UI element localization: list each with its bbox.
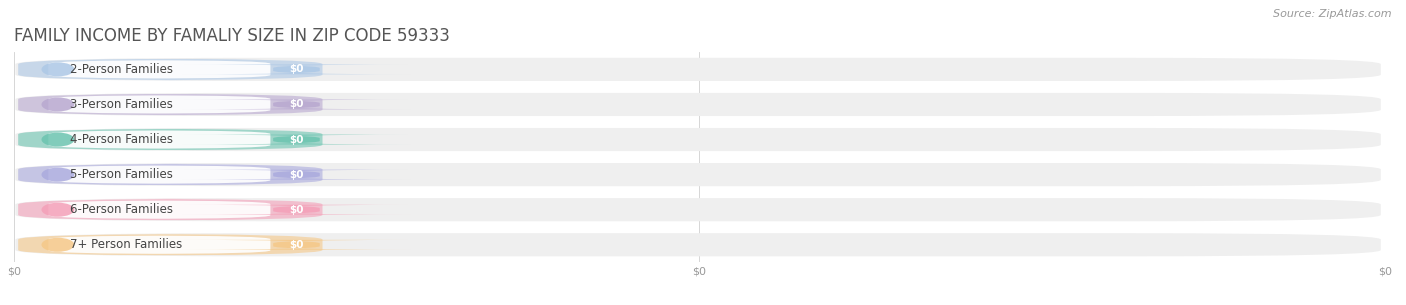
Ellipse shape bbox=[42, 168, 75, 182]
Text: 5-Person Families: 5-Person Families bbox=[70, 168, 173, 181]
FancyBboxPatch shape bbox=[48, 60, 270, 78]
Text: 7+ Person Families: 7+ Person Families bbox=[70, 238, 183, 251]
Text: $0: $0 bbox=[290, 64, 304, 74]
FancyBboxPatch shape bbox=[48, 131, 270, 149]
FancyBboxPatch shape bbox=[183, 135, 411, 145]
Ellipse shape bbox=[42, 63, 75, 77]
FancyBboxPatch shape bbox=[48, 166, 270, 184]
FancyBboxPatch shape bbox=[183, 170, 411, 180]
FancyBboxPatch shape bbox=[18, 59, 322, 80]
FancyBboxPatch shape bbox=[18, 164, 322, 185]
FancyBboxPatch shape bbox=[15, 58, 1381, 81]
FancyBboxPatch shape bbox=[15, 198, 1381, 221]
FancyBboxPatch shape bbox=[48, 236, 270, 254]
Text: $0: $0 bbox=[290, 170, 304, 180]
Text: $0: $0 bbox=[290, 205, 304, 215]
FancyBboxPatch shape bbox=[183, 240, 411, 250]
Text: FAMILY INCOME BY FAMALIY SIZE IN ZIP CODE 59333: FAMILY INCOME BY FAMALIY SIZE IN ZIP COD… bbox=[14, 27, 450, 45]
Text: $0: $0 bbox=[290, 99, 304, 109]
FancyBboxPatch shape bbox=[15, 128, 1381, 151]
FancyBboxPatch shape bbox=[48, 201, 270, 219]
Ellipse shape bbox=[42, 203, 75, 217]
FancyBboxPatch shape bbox=[15, 93, 1381, 116]
FancyBboxPatch shape bbox=[18, 129, 322, 150]
FancyBboxPatch shape bbox=[18, 199, 322, 221]
FancyBboxPatch shape bbox=[15, 163, 1381, 186]
FancyBboxPatch shape bbox=[48, 95, 270, 113]
Ellipse shape bbox=[42, 98, 75, 112]
FancyBboxPatch shape bbox=[183, 64, 411, 74]
Text: $0: $0 bbox=[290, 135, 304, 145]
Text: Source: ZipAtlas.com: Source: ZipAtlas.com bbox=[1274, 9, 1392, 19]
Text: 2-Person Families: 2-Person Families bbox=[70, 63, 173, 76]
Text: $0: $0 bbox=[290, 240, 304, 250]
Text: 6-Person Families: 6-Person Families bbox=[70, 203, 173, 216]
FancyBboxPatch shape bbox=[183, 99, 411, 109]
FancyBboxPatch shape bbox=[15, 233, 1381, 256]
FancyBboxPatch shape bbox=[183, 205, 411, 215]
FancyBboxPatch shape bbox=[18, 94, 322, 115]
Text: 3-Person Families: 3-Person Families bbox=[70, 98, 173, 111]
FancyBboxPatch shape bbox=[18, 234, 322, 256]
Ellipse shape bbox=[42, 133, 75, 147]
Text: 4-Person Families: 4-Person Families bbox=[70, 133, 173, 146]
Ellipse shape bbox=[42, 238, 75, 252]
